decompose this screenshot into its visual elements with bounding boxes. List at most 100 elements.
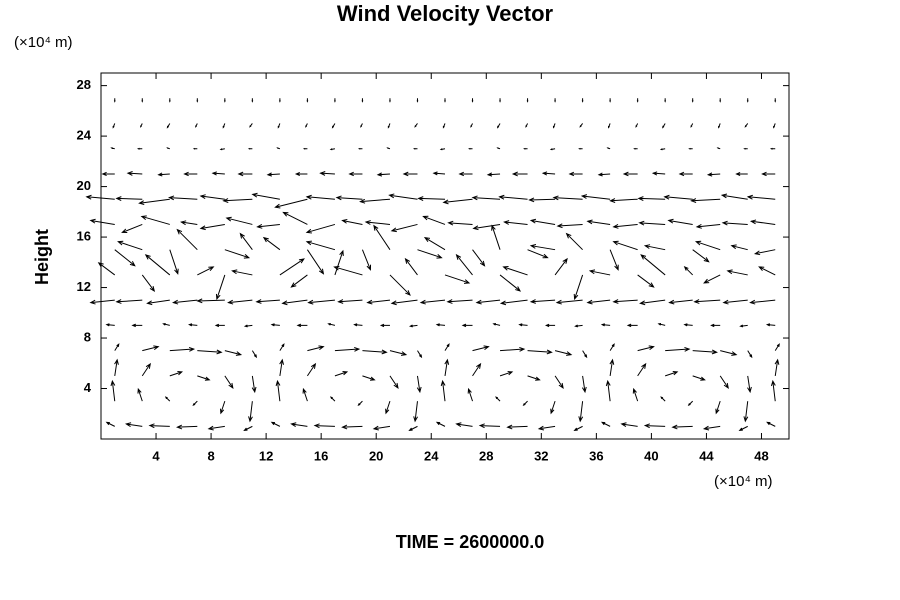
wind-arrow: [716, 147, 721, 150]
wind-arrow: [251, 350, 258, 359]
wind-arrow: [353, 323, 363, 327]
wind-arrow: [302, 387, 308, 402]
wind-arrow: [478, 423, 501, 429]
wind-arrow: [549, 148, 556, 151]
wind-arrow: [376, 172, 390, 177]
wind-arrow: [305, 240, 336, 251]
wind-arrow: [702, 425, 721, 431]
wind-arrow: [290, 422, 308, 428]
wind-arrow: [455, 253, 473, 276]
wind-arrow: [266, 172, 280, 177]
wind-arrow: [196, 298, 225, 304]
wind-arrow: [114, 343, 120, 351]
x-tick-label: 20: [369, 448, 383, 463]
wind-arrow: [471, 195, 501, 201]
wind-arrow: [334, 98, 336, 103]
wind-arrow: [582, 350, 588, 359]
wind-arrow: [417, 350, 423, 359]
wind-arrow: [277, 123, 281, 129]
wind-arrow: [637, 362, 647, 377]
wind-arrow: [579, 123, 583, 128]
wind-arrow: [719, 98, 722, 103]
wind-arrow: [588, 269, 611, 276]
wind-arrow: [620, 422, 638, 428]
wind-arrow: [270, 323, 280, 327]
wind-arrow: [651, 171, 666, 176]
wind-arrow: [279, 343, 285, 351]
wind-arrow: [554, 375, 564, 389]
wind-arrow: [390, 299, 418, 306]
wind-arrow: [168, 195, 198, 201]
wind-arrow: [502, 266, 528, 276]
wind-arrow: [223, 98, 226, 103]
wind-arrow: [637, 345, 655, 352]
wind-arrow: [166, 123, 171, 129]
wind-arrow: [85, 194, 115, 200]
wind-arrow: [105, 323, 115, 327]
wind-arrow: [664, 98, 667, 103]
wind-arrow: [554, 98, 556, 103]
wind-arrow: [609, 98, 612, 103]
wind-arrow: [183, 171, 198, 177]
wind-arrow: [500, 346, 526, 352]
wind-arrow: [197, 266, 215, 276]
wind-arrow: [110, 379, 116, 402]
wind-arrow: [335, 195, 363, 201]
wind-arrow: [180, 220, 198, 226]
wind-arrow: [113, 98, 116, 103]
wind-arrow: [222, 198, 253, 203]
wind-arrow: [665, 371, 679, 377]
wind-arrow: [357, 400, 363, 407]
wind-arrow: [148, 423, 170, 429]
wind-arrow: [372, 425, 391, 431]
wind-arrow: [440, 379, 446, 402]
wind-arrow: [581, 98, 584, 103]
wind-arrow: [690, 198, 721, 203]
y-tick-label: 8: [84, 329, 91, 344]
wind-arrow: [341, 424, 363, 430]
wind-arrow: [389, 274, 411, 296]
wind-arrow: [101, 171, 115, 177]
wind-arrow: [166, 147, 170, 150]
wind-arrow: [721, 220, 748, 226]
x-tick-label: 40: [644, 448, 658, 463]
wind-arrow: [632, 387, 639, 402]
wind-arrow: [458, 171, 473, 177]
wind-arrow: [522, 400, 528, 407]
wind-arrow: [422, 215, 446, 225]
wind-arrow: [626, 323, 638, 328]
wind-arrow: [597, 172, 611, 177]
wind-arrow: [114, 358, 119, 376]
wind-arrow: [743, 401, 749, 423]
wind-arrow: [117, 240, 143, 251]
wind-arrow: [471, 98, 474, 103]
wind-arrow: [389, 350, 408, 356]
y-unit: (×10⁴ m): [14, 34, 73, 51]
wind-arrow: [578, 401, 584, 423]
wind-arrow: [305, 123, 308, 128]
wind-arrow: [525, 123, 529, 128]
wind-arrow: [606, 147, 611, 150]
wind-arrow: [694, 240, 721, 251]
wind-arrow: [491, 224, 501, 250]
wind-arrow: [761, 171, 776, 177]
wind-arrow: [404, 257, 418, 276]
wind-arrow: [432, 171, 446, 176]
wind-arrow: [157, 172, 170, 177]
wind-arrow: [364, 220, 391, 225]
wind-arrow: [251, 98, 254, 103]
wind-arrow: [412, 147, 418, 150]
wind-arrow: [552, 195, 583, 201]
wind-arrow: [169, 371, 184, 377]
wind-arrow: [511, 171, 528, 177]
wind-arrow: [662, 123, 666, 129]
wind-arrow: [274, 198, 308, 209]
wind-arrow: [499, 371, 514, 377]
wind-arrow: [114, 249, 136, 267]
wind-arrow: [408, 425, 418, 431]
y-tick-label: 16: [77, 229, 91, 244]
wind-arrow: [749, 219, 776, 225]
wind-arrow: [568, 171, 583, 177]
wind-arrow: [693, 299, 721, 304]
